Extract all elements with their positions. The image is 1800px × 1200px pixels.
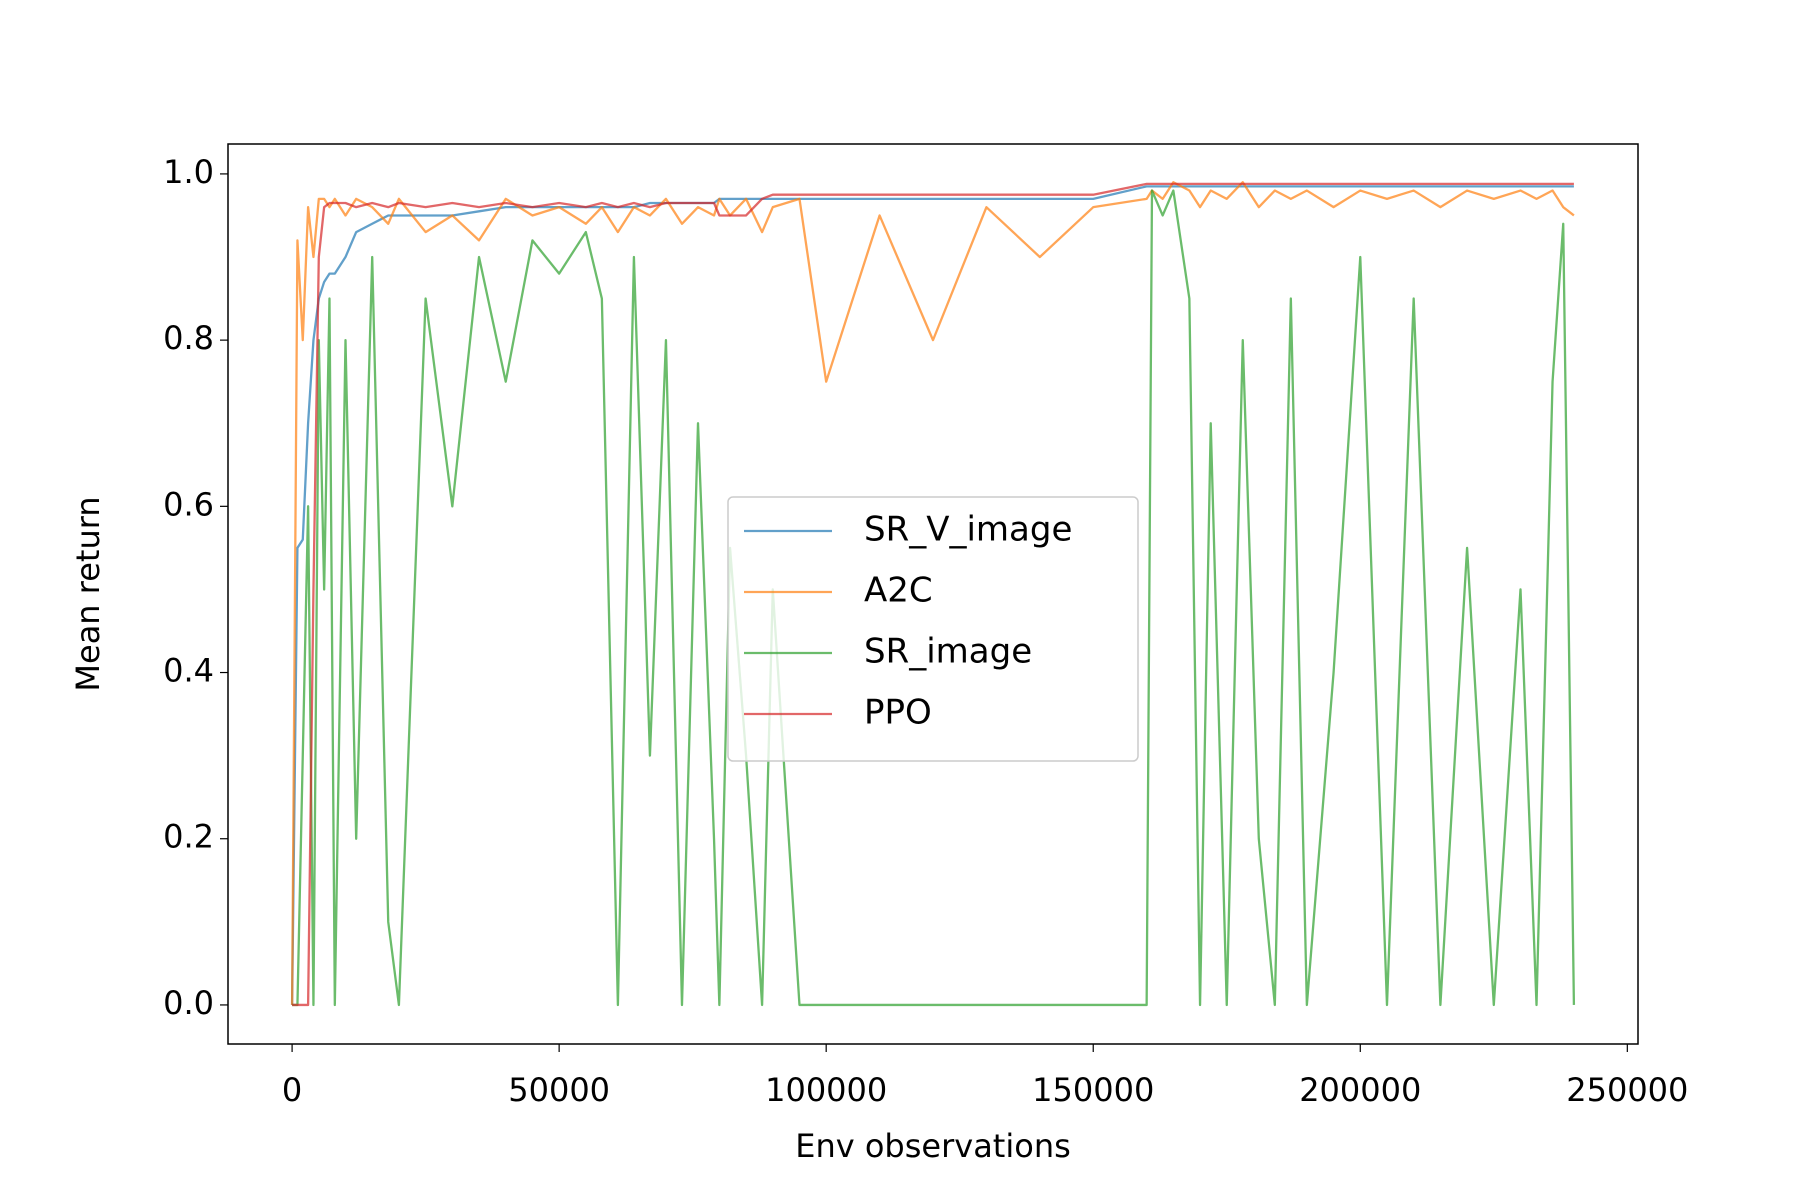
legend-label: SR_image xyxy=(864,632,1032,672)
x-tick-label: 150000 xyxy=(1032,1071,1154,1109)
y-tick-label: 0.8 xyxy=(163,319,214,357)
x-axis-label: Env observations xyxy=(795,1127,1071,1165)
plot-frame xyxy=(227,143,1639,1045)
line-series xyxy=(292,182,1574,1007)
y-tick-label: 0.2 xyxy=(163,818,214,856)
y-tick-label: 1.0 xyxy=(163,153,214,191)
x-tick-label: 0 xyxy=(282,1071,302,1109)
x-tick-label: 200000 xyxy=(1299,1071,1421,1109)
x-tick-label: 250000 xyxy=(1566,1071,1688,1109)
y-axis-label: Mean return xyxy=(69,496,107,691)
legend: SR_V_image A2C SR_image PPO xyxy=(727,496,1139,762)
legend-label: SR_V_image xyxy=(864,510,1072,550)
line-series xyxy=(292,189,1576,1007)
line-series xyxy=(290,181,1575,1005)
line-series xyxy=(290,185,1574,1005)
y-tick-label: 0.0 xyxy=(163,984,214,1022)
legend-box xyxy=(727,496,1139,762)
x-tick-label: 50000 xyxy=(508,1071,610,1109)
y-tick-label: 0.6 xyxy=(163,485,214,523)
legend-label: A2C xyxy=(864,571,933,611)
y-tick-label: 0.4 xyxy=(163,652,214,690)
legend-label: PPO xyxy=(864,693,932,733)
x-tick-label: 100000 xyxy=(765,1071,887,1109)
